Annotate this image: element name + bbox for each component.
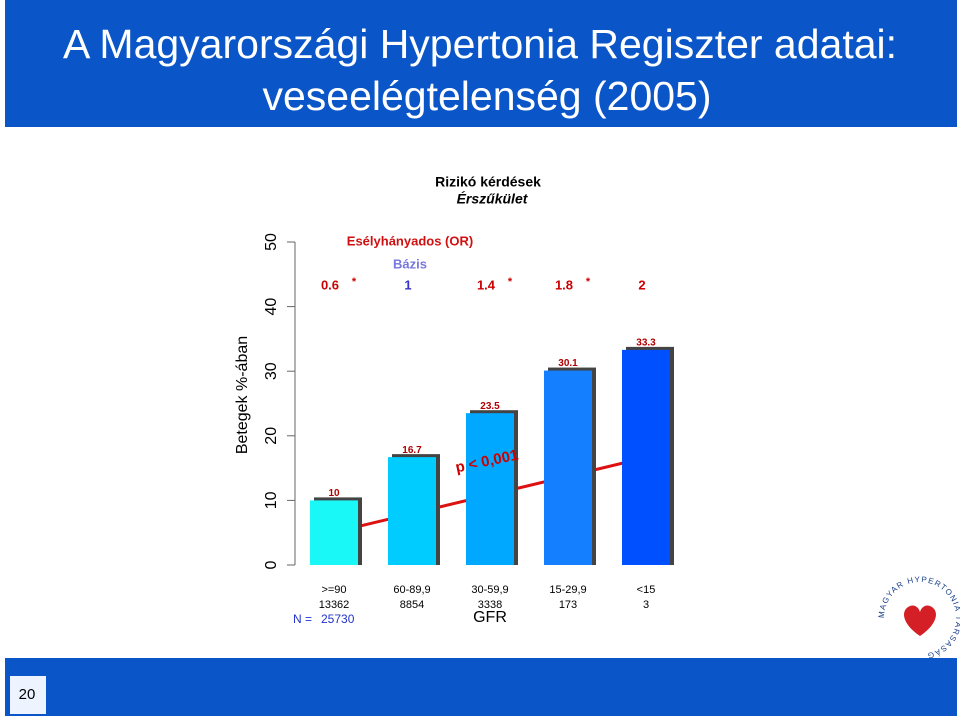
y-tick-label: 20 — [263, 427, 280, 445]
count-label: 8854 — [400, 599, 424, 611]
value-label: 10 — [328, 488, 340, 499]
value-label: 33.3 — [636, 338, 656, 349]
value-label: 23.5 — [480, 401, 500, 412]
total: 25730 — [321, 612, 355, 626]
x-tick-label: 15-29,9 — [549, 584, 586, 596]
header-title: veseelégtelenség (2005) — [262, 73, 711, 119]
y-tick-label: 0 — [263, 560, 280, 569]
odds-ratio: 0.6 — [321, 277, 339, 292]
value-label: 16.7 — [402, 445, 422, 456]
footer-bar — [5, 658, 957, 716]
x-tick-label: <15 — [637, 584, 656, 596]
y-tick-label: 40 — [263, 298, 280, 316]
bar — [544, 370, 592, 565]
significance: * — [352, 276, 357, 288]
value-label: 30.1 — [558, 358, 578, 369]
count-label: 3338 — [478, 599, 502, 611]
header-bar — [5, 0, 957, 127]
odds-ratio: 1.4 — [477, 277, 496, 292]
logo-heart — [904, 605, 936, 636]
x-axis-label: GFR — [473, 609, 507, 626]
or-label: Esélyhányados (OR) — [347, 233, 473, 248]
x-tick-label: >=90 — [321, 584, 346, 596]
chart-subtitle: Érszűkület — [457, 191, 529, 207]
header-title: A Magyarországi Hypertonia Regiszter ada… — [63, 21, 897, 67]
base-label: Bázis — [393, 256, 427, 271]
bar — [310, 500, 358, 565]
y-tick-label: 10 — [263, 491, 280, 509]
x-tick-label: 60-89,9 — [393, 584, 430, 596]
odds-ratio: 1.8 — [555, 277, 573, 292]
slide-number: 20 — [19, 686, 36, 703]
significance: * — [586, 276, 591, 288]
y-tick-label: 30 — [263, 362, 280, 380]
slide-number-box — [10, 676, 46, 714]
bar — [388, 457, 436, 565]
y-axis-label: Betegek %-ában — [234, 336, 251, 454]
odds-ratio: 2 — [638, 277, 645, 292]
x-tick-label: 30-59,9 — [471, 584, 508, 596]
bar — [466, 413, 514, 565]
count-label: 173 — [559, 599, 577, 611]
odds-ratio: 1 — [404, 277, 411, 292]
significance: * — [508, 276, 513, 288]
chart-title: Rizikó kérdések — [435, 174, 541, 190]
y-tick-label: 50 — [263, 233, 280, 251]
total-prefix: N = — [293, 612, 312, 626]
bar — [622, 349, 670, 565]
count-label: 13362 — [319, 599, 350, 611]
count-label: 3 — [643, 599, 649, 611]
